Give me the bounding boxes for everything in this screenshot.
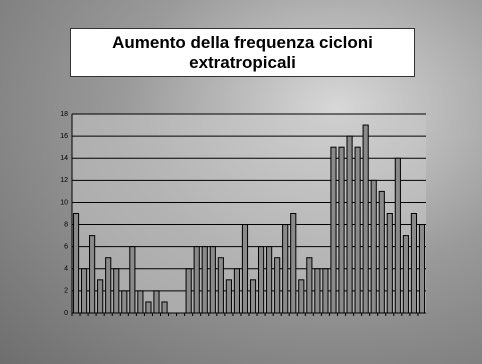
- bar: [315, 269, 320, 313]
- bar: [379, 191, 384, 313]
- bar: [347, 136, 352, 313]
- y-tick-label: 16: [60, 133, 68, 140]
- bar: [419, 225, 424, 313]
- bar: [202, 247, 207, 313]
- bar: [162, 302, 167, 313]
- y-tick-label: 8: [64, 221, 68, 228]
- bar: [323, 269, 328, 313]
- slide: 0 2 4 6 8 10 12 14 16 18 Aumento della frequenza …: [0, 0, 482, 364]
- bar: [283, 225, 288, 313]
- bar: [267, 247, 272, 313]
- y-tick-label: 2: [64, 288, 68, 295]
- bar: [291, 214, 296, 314]
- bar: [81, 269, 86, 313]
- chart-title: Aumento della frequenza cicloni extratro…: [88, 33, 398, 73]
- bar: [275, 258, 280, 313]
- y-tick-label: 4: [64, 266, 68, 273]
- y-tick-label: 0: [64, 310, 68, 317]
- bar: [98, 280, 103, 313]
- bar: [242, 225, 247, 313]
- y-tick-label: 14: [60, 155, 68, 162]
- bar: [387, 214, 392, 314]
- bar: [355, 147, 360, 313]
- bar: [331, 147, 336, 313]
- y-tick-label: 12: [60, 177, 68, 184]
- bar: [154, 291, 159, 313]
- bar: [395, 158, 400, 313]
- bar: [130, 247, 135, 313]
- bar: [122, 291, 127, 313]
- bar: [218, 258, 223, 313]
- bar: [403, 236, 408, 313]
- bar: [194, 247, 199, 313]
- bar: [234, 269, 239, 313]
- bar: [73, 214, 78, 314]
- bar: [226, 280, 231, 313]
- y-tick-label: 18: [60, 111, 68, 118]
- bar: [339, 147, 344, 313]
- bar: [106, 258, 111, 313]
- bar: [210, 247, 215, 313]
- bar: [250, 280, 255, 313]
- bar: [258, 247, 263, 313]
- title-box: Aumento della frequenza cicloni extratro…: [70, 28, 415, 77]
- bar: [371, 180, 376, 313]
- y-tick-label: 6: [64, 244, 68, 251]
- bar: [411, 214, 416, 314]
- bar: [299, 280, 304, 313]
- y-tick-label: 10: [60, 199, 68, 206]
- bar: [114, 269, 119, 313]
- bar: [146, 302, 151, 313]
- bar: [363, 125, 368, 313]
- bar: [307, 258, 312, 313]
- bar: [138, 291, 143, 313]
- bar: [90, 236, 95, 313]
- bar: [186, 269, 191, 313]
